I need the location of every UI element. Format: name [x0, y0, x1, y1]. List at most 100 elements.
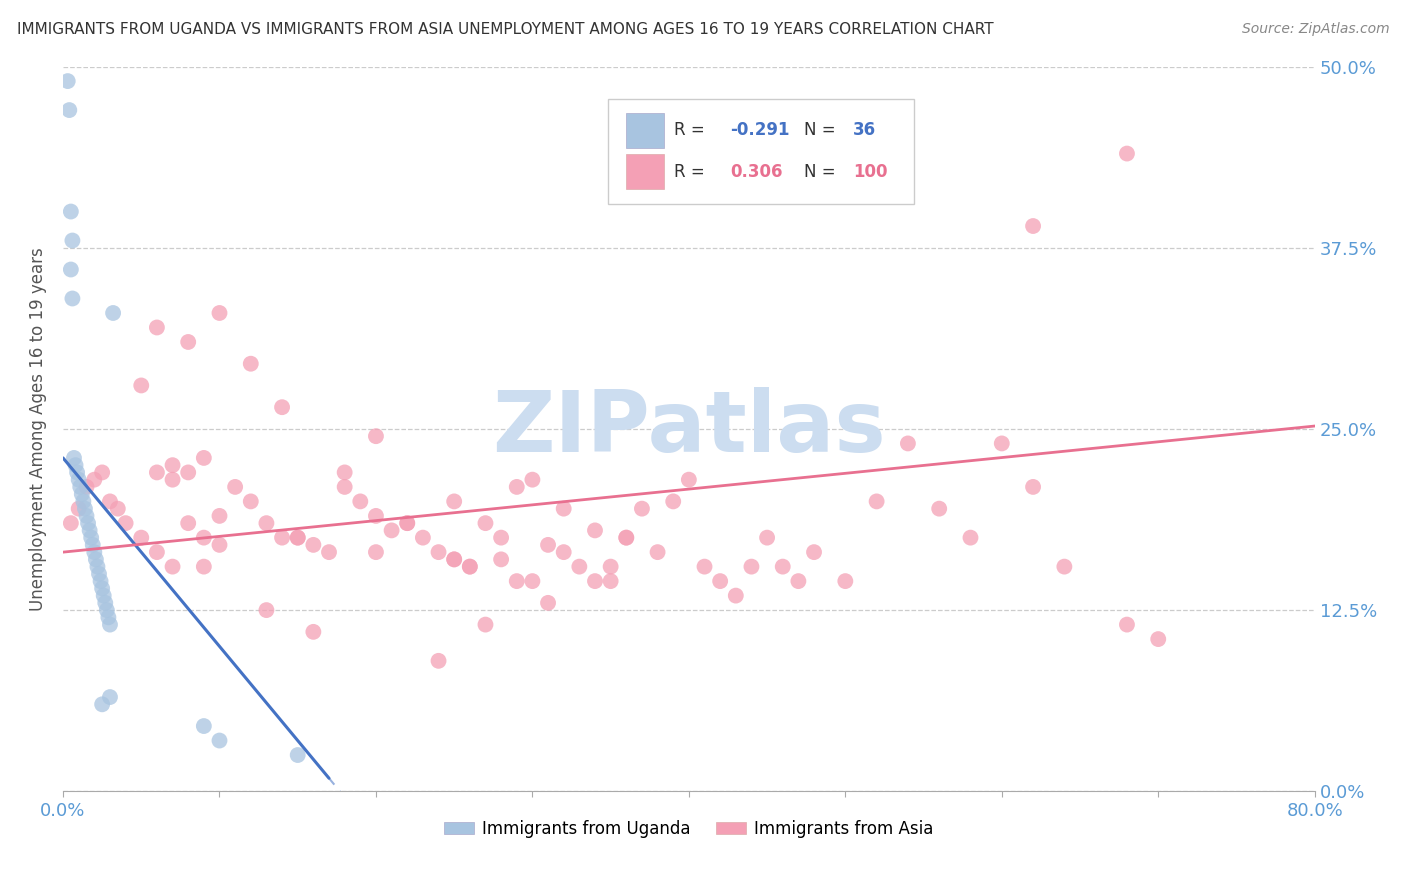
Point [76, 480, 98, 494]
Point [146, 466, 169, 480]
FancyBboxPatch shape [607, 99, 914, 204]
Point [271, 400, 294, 414]
Point [80, 531, 103, 545]
Point [1116, 146, 1139, 161]
Point [91, 698, 114, 712]
Point [254, 603, 277, 617]
Point [271, 531, 294, 545]
Point [834, 574, 856, 588]
Point [709, 574, 731, 588]
Point [443, 494, 465, 508]
Point [522, 574, 544, 588]
Point [522, 473, 544, 487]
Point [333, 466, 356, 480]
Point [208, 538, 231, 552]
Point [62, 234, 84, 248]
Point [897, 436, 920, 450]
Point [1022, 219, 1045, 233]
Point [396, 516, 419, 530]
Point [443, 552, 465, 566]
Point [162, 559, 184, 574]
Point [193, 450, 215, 465]
Legend: Immigrants from Uganda, Immigrants from Asia: Immigrants from Uganda, Immigrants from … [437, 814, 941, 845]
Point [66, 466, 89, 480]
Point [506, 574, 529, 588]
Point [93, 589, 115, 603]
Point [583, 574, 606, 588]
Point [96, 603, 118, 617]
Point [614, 531, 637, 545]
Point [129, 378, 152, 392]
Text: N =: N = [804, 162, 841, 181]
Point [647, 161, 669, 175]
Point [709, 146, 731, 161]
Point [412, 531, 434, 545]
Point [98, 617, 121, 632]
Point [87, 566, 110, 581]
Point [91, 466, 114, 480]
Point [59, 262, 82, 277]
Text: N =: N = [804, 121, 841, 139]
Point [82, 538, 104, 552]
Point [287, 747, 309, 762]
Point [959, 531, 981, 545]
Point [489, 531, 512, 545]
Point [756, 531, 779, 545]
Point [724, 589, 747, 603]
Point [740, 559, 762, 574]
Point [302, 624, 325, 639]
Point [553, 501, 575, 516]
Point [177, 466, 200, 480]
Text: R =: R = [673, 162, 710, 181]
Point [73, 501, 96, 516]
Point [1053, 559, 1076, 574]
Text: IMMIGRANTS FROM UGANDA VS IMMIGRANTS FROM ASIA UNEMPLOYMENT AMONG AGES 16 TO 19 : IMMIGRANTS FROM UGANDA VS IMMIGRANTS FRO… [17, 22, 994, 37]
Text: ZIPatlas: ZIPatlas [492, 387, 886, 470]
Point [599, 559, 621, 574]
Point [349, 494, 371, 508]
Point [928, 501, 950, 516]
Text: -0.291: -0.291 [730, 121, 790, 139]
Point [1116, 617, 1139, 632]
Point [287, 531, 309, 545]
Point [614, 531, 637, 545]
Text: 100: 100 [853, 162, 887, 181]
Point [91, 582, 114, 596]
Point [58, 103, 80, 117]
Point [70, 487, 93, 501]
Point [77, 516, 100, 530]
Point [364, 545, 387, 559]
Point [772, 559, 794, 574]
Point [1147, 632, 1170, 646]
Point [97, 610, 120, 624]
Point [474, 617, 496, 632]
Point [114, 516, 136, 530]
Point [146, 545, 169, 559]
Point [162, 473, 184, 487]
Point [287, 531, 309, 545]
Point [69, 480, 91, 494]
Point [239, 494, 262, 508]
Point [177, 516, 200, 530]
Point [427, 545, 450, 559]
Point [364, 429, 387, 443]
Text: 36: 36 [853, 121, 876, 139]
Point [94, 596, 117, 610]
Point [458, 559, 481, 574]
Point [62, 292, 84, 306]
Point [86, 559, 108, 574]
Point [254, 516, 277, 530]
Point [63, 450, 86, 465]
Point [647, 545, 669, 559]
Point [583, 524, 606, 538]
Point [76, 508, 98, 523]
Bar [626, 154, 664, 189]
Bar [626, 113, 664, 148]
Point [506, 480, 529, 494]
Point [224, 480, 246, 494]
Point [537, 538, 560, 552]
Point [599, 574, 621, 588]
Point [107, 501, 129, 516]
Point [208, 733, 231, 747]
Point [177, 334, 200, 349]
